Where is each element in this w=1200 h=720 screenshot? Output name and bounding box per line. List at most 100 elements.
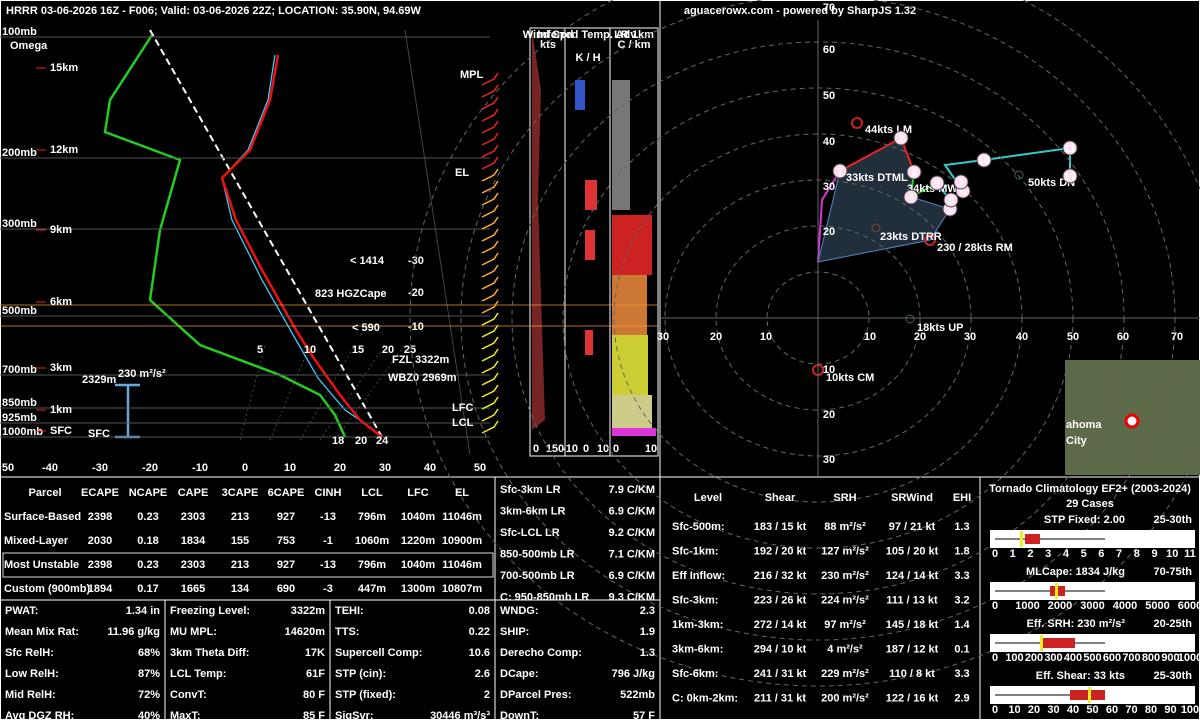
wind-barb [481,132,499,146]
skewt-curves [103,29,471,456]
hodo-point [903,189,919,205]
wind-barb [481,288,499,302]
hodo-label: 10kts CM [826,372,874,384]
temp-label: 20 [334,462,346,474]
skewt-annotation: -30 [408,255,424,267]
parcel-cell: 927 [277,559,295,571]
skewt-annotation: 2329m [82,374,116,386]
temp-label: 0 [242,462,248,474]
lapse-label: Sfc-3km LR [500,484,561,496]
clim-tick: 400 [1064,652,1082,664]
hodo-point-label: 6 [960,186,966,198]
index-label: SHIP: [500,626,529,638]
lapse-value: 7.1 C/KM [609,548,655,560]
skewt-annotation: 823 HGZCape [315,288,387,300]
clim-marker [1055,583,1058,599]
temp-label: -40 [42,462,58,474]
clim-percentile: 20-25th [1153,618,1192,630]
clim-tick: 3 [1045,548,1051,560]
index-label: ConvT: [170,689,207,701]
clim-tick: 100 [1181,704,1199,716]
skewt-annotation: SFC [88,428,110,440]
pressure-label: 500mb [2,305,37,317]
index-value: 3322m [291,605,325,617]
hodo-axis-label: 20 [823,226,835,238]
temp-label: -30 [92,462,108,474]
height-label: 3km [50,362,72,374]
index-value: 40% [138,710,160,720]
parcel-cell: -1 [323,535,333,547]
hodo-label: 33kts DTML [846,172,908,184]
clim-tick: 5 [1081,548,1087,560]
parcel-cell: 796m [358,511,386,523]
kin-cell: 192 / 20 kt [754,545,807,557]
kin-cell: 1.4 [954,619,970,631]
clim-tick: 0 [992,600,998,612]
parcel-cell: 155 [231,535,249,547]
hodo-ring [409,0,1200,687]
hodo-label: 23kts DTRR [880,231,942,243]
index-label: STP (cin): [335,668,386,680]
kin-cell: 105 / 20 kt [886,545,939,557]
inset-header: K / H [575,52,600,64]
parcel-header: EL [455,487,469,499]
lapse-value: 7.9 C/KM [609,484,655,496]
hodo-axis-label: 20 [823,409,835,421]
index-label: MU MPL: [170,626,217,638]
inset-axis-label: 0 [583,443,589,455]
index-label: STP (fixed): [335,689,396,701]
mixing-label: 20 [382,344,394,356]
index-value: 72% [138,689,160,701]
temp-label: 50 [2,462,14,474]
clim-tick: 3000 [1080,600,1104,612]
kin-cell: 124 / 14 kt [886,570,939,582]
wind-barb [481,252,499,266]
index-value: 522mb [620,689,655,701]
parcel-cell: 1894 [88,583,113,595]
clim-tick: 0 [992,548,998,560]
clim-percentile: 70-75th [1153,566,1192,578]
wind-barb [481,216,499,230]
hodo-point-label: 11 [1064,143,1076,155]
kin-cell: 230 m²/s² [821,570,869,582]
clim-box [1040,638,1075,648]
parcel-cell: 10900m [442,535,483,547]
kin-cell: 1.3 [954,521,969,533]
kin-cell: 4 m²/s² [827,643,863,655]
temp-label: -10 [192,462,208,474]
clim-marker [1020,531,1023,547]
hodo-point [832,163,848,179]
kin-cell: 272 / 14 kt [754,619,807,631]
clim-tick: 500 [1083,652,1101,664]
inset-axis-label: -10 [562,443,578,455]
skewt-annotation: -20 [408,287,424,299]
skewt-annotation: 230 m²/s² [118,368,166,380]
index-value: 2.3 [640,605,655,617]
parcel-cell: 796m [358,559,386,571]
pressure-label: 925mb [2,412,37,424]
clim-tick: 7 [1116,548,1122,560]
lapse-label: 700-500mb LR [500,570,575,582]
kin-header: Shear [765,492,796,504]
clim-tick: 4 [1063,548,1070,560]
index-value: 14620m [285,626,326,638]
map-label: ahoma [1066,419,1102,431]
parcel-cell: 1665 [181,583,205,595]
clim-label: Eff. Shear: 33 kts [1036,670,1125,682]
clim-tick: 6 [1098,548,1104,560]
parcel-cell: 11046m [442,511,482,523]
index-label: WNDG: [500,605,539,617]
parcel-cell: 2398 [88,511,112,523]
hodo-axis-label: 20 [710,331,722,343]
clim-label: Eff. SRH: 230 m²/s² [1027,618,1126,630]
index-label: Sfc RelH: [5,647,54,659]
parcel-cell: 1220m [401,535,435,547]
kin-cell: 211 / 31 kt [754,692,806,704]
lapse-label: 850-500mb LR [500,548,575,560]
wind-barb [481,360,499,374]
parcel-header: ECAPE [81,487,119,499]
skewt-annotation: < 1414 [350,255,385,267]
clim-tick: 10 [1166,548,1178,560]
kin-cell: 2.9 [954,692,969,704]
parcel-cell: 927 [277,511,295,523]
